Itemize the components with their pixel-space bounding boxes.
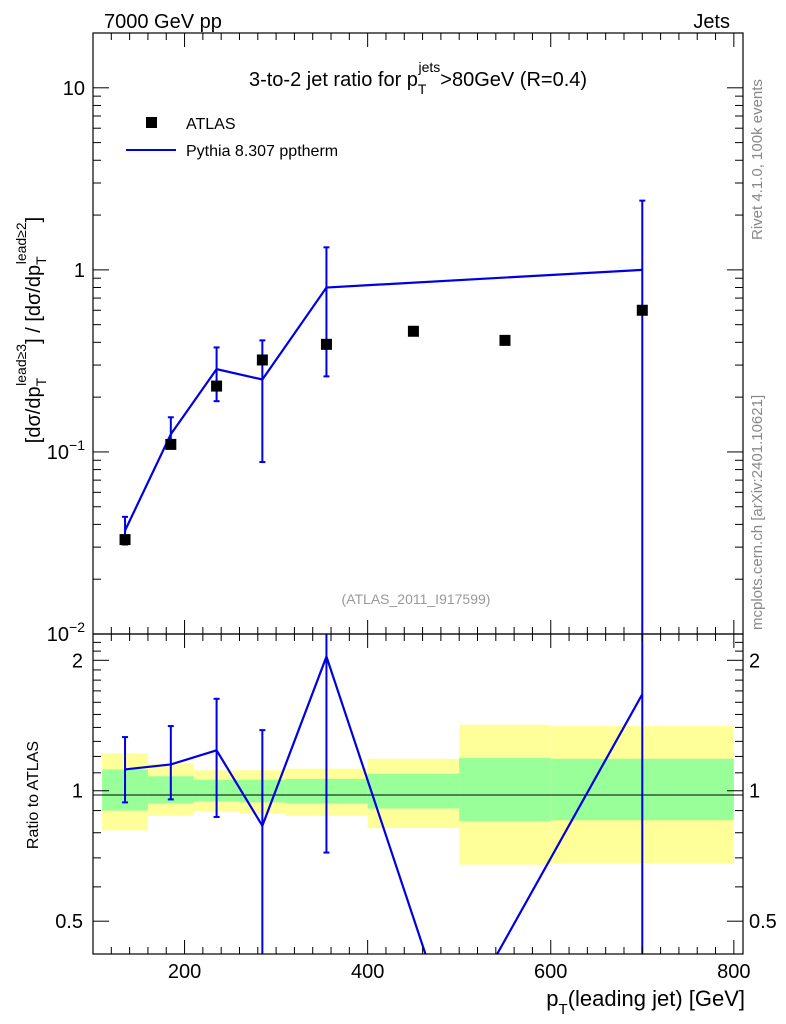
ratio-frame <box>92 633 744 955</box>
main-axes: 10−2 10−1 1 10 <box>47 32 743 646</box>
legend-atlas-label: ATLAS <box>186 116 236 133</box>
legend-pythia-label: Pythia 8.307 pptherm <box>186 143 338 160</box>
ratio-plot: 200 400 600 800 0.5 0.5 1 1 2 2 Ratio to ATLAS pT… <box>25 633 777 1018</box>
title-post: >80GeV (R=0.4) <box>440 69 587 91</box>
main-y-tick-label: 1 <box>74 260 85 282</box>
ratio-y-tick-label: 1 <box>72 781 83 803</box>
rivet-label: Rivet 4.1.0, 100k events <box>749 79 766 240</box>
xlabel-pre: p <box>546 986 558 1011</box>
header-left: 7000 GeV pp <box>104 11 222 33</box>
x-tick-label: 200 <box>168 961 201 983</box>
mcplots-label: mcplots.cern.ch [arXiv:2401.10621] <box>749 395 766 630</box>
main-y-tick-label: 10−2 <box>47 619 85 646</box>
atlas-point <box>320 338 332 350</box>
xlabel-sub: T <box>559 1001 568 1018</box>
ratio-ylabel: Ratio to ATLAS <box>25 741 42 849</box>
analysis-id: (ATLAS_2011_I917599) <box>342 591 491 607</box>
ratio-axes: 200 400 600 800 0.5 0.5 1 1 2 2 <box>55 633 777 983</box>
title-sup: jets <box>417 59 440 75</box>
pythia-line <box>124 268 643 532</box>
atlas-point <box>636 304 648 316</box>
atlas-point <box>256 354 268 366</box>
main-title: 3-to-2 jet ratio for pTjets>80GeV (R=0.4… <box>249 59 587 97</box>
ratio-band-green <box>459 758 551 822</box>
atlas-point <box>407 325 419 337</box>
main-y-tick-label: 10−1 <box>47 437 85 464</box>
atlas-point <box>499 334 511 346</box>
ratio-y-tick-label: 0.5 <box>749 911 777 933</box>
ratio-pythia-line <box>124 653 644 954</box>
ratio-y-tick-label: 2 <box>749 650 760 672</box>
title-sub: T <box>418 81 427 97</box>
x-tick-label: 800 <box>717 961 750 983</box>
x-tick-label: 400 <box>351 961 384 983</box>
ratio-y-tick-label: 2 <box>72 650 83 672</box>
atlas-point <box>211 380 223 392</box>
ratio-y-tick-label: 1 <box>749 781 760 803</box>
header-right: Jets <box>693 11 730 33</box>
title-pre: 3-to-2 jet ratio for p <box>249 69 418 91</box>
main-y-tick-label: 10 <box>63 78 85 100</box>
atlas-point <box>165 438 177 450</box>
x-axis-label: pT(leading jet) [GeV] <box>546 986 745 1018</box>
ratio-y-tick-label: 0.5 <box>55 911 83 933</box>
atlas-point <box>119 534 131 546</box>
xlabel-post: (leading jet) [GeV] <box>568 986 745 1011</box>
legend: ATLAS Pythia 8.307 pptherm <box>126 116 338 160</box>
main-ylabel: [dσ/dpTlead≥3] / [dσ/dpTlead≥2] <box>13 217 49 443</box>
ratio-band-green <box>367 773 460 809</box>
x-tick-label: 600 <box>534 961 567 983</box>
main-data <box>119 199 648 634</box>
legend-atlas-marker <box>146 117 157 128</box>
